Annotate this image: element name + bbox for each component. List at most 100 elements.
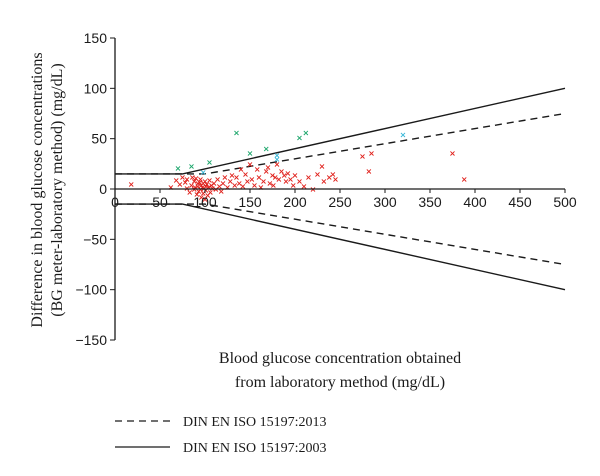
data-point: × [229,171,236,180]
data-point: × [207,188,214,197]
data-point: × [205,183,212,192]
data-point: × [224,183,231,192]
data-point: × [196,178,203,187]
data-point: × [239,182,246,191]
data-point: × [269,171,276,180]
data-point: × [238,165,245,174]
data-point: × [231,181,238,190]
data-point: × [287,175,294,184]
data-point: × [200,189,207,198]
data-point: × [198,181,205,190]
data-point: × [191,177,198,186]
data-point: × [283,177,290,186]
data-point: × [206,158,213,167]
data-point: × [272,173,279,182]
data-point: × [275,175,282,184]
data-point: × [257,183,264,192]
data-point: × [305,173,312,182]
data-point: × [206,176,213,185]
data-point: × [256,173,263,182]
data-point: × [301,182,308,191]
data-point: × [265,163,272,172]
data-point: × [248,175,255,184]
data-point: × [281,171,288,180]
data-point: × [188,162,195,171]
x-tick-label: 350 [418,194,442,210]
data-point: × [220,179,227,188]
data-point: × [192,183,199,192]
x-tick-label: 450 [508,194,532,210]
data-point: × [296,134,303,143]
data-point: × [193,174,200,183]
data-point: × [179,173,186,182]
x-tick-label: 150 [238,194,262,210]
limit-line-upper-2003 [115,87,566,175]
data-point: × [263,145,270,154]
data-point: × [329,170,336,179]
data-point: × [227,177,234,186]
data-point: × [188,181,195,190]
data-point: × [266,179,273,188]
y-tick-label: −100 [75,282,107,298]
data-point: × [449,149,456,158]
data-point: × [218,187,225,196]
axes [110,37,566,341]
data-point: × [204,191,211,200]
x-tick-label: 500 [553,194,577,210]
data-point: × [368,149,375,158]
y-axis-title-line-1: Difference in blood glucose concentratio… [29,52,46,327]
x-axis-title-line-2: from laboratory method (mg/dL) [235,374,445,391]
x-tick-label: 400 [463,194,487,210]
x-tick-label: 100 [193,194,217,210]
data-point: × [260,177,267,186]
data-point: × [263,167,270,176]
data-point: × [236,179,243,188]
y-tick-label: 50 [91,131,107,147]
data-point: × [274,151,281,160]
data-point: × [233,173,240,182]
data-point: × [186,188,193,197]
data-point: × [176,180,183,189]
data-point: × [211,179,218,188]
data-point: × [274,160,281,169]
x-axis-title-line-1: Blood glucose concentration obtained [219,350,461,367]
legend-label-2003: DIN EN ISO 15197:2003 [183,441,327,456]
data-point: × [198,193,205,202]
y-tick-label: −150 [75,332,107,348]
data-point: × [203,182,210,191]
data-point: × [200,179,207,188]
data-point: × [332,175,339,184]
data-point: × [365,167,372,176]
data-point: × [242,170,249,179]
data-point: × [274,155,281,164]
data-point: × [216,182,223,191]
data-point: × [182,178,189,187]
legend: DIN EN ISO 15197:2013 DIN EN ISO 15197:2… [115,415,327,456]
data-point: × [194,182,201,191]
data-point: × [214,175,221,184]
data-point: × [194,190,201,199]
y-tick-label: 100 [84,80,108,96]
data-point: × [173,176,180,185]
legend-label-2013: DIN EN ISO 15197:2013 [183,415,327,430]
limit-line-lower-2003 [115,203,566,291]
data-point: × [199,183,206,192]
data-point: × [314,170,321,179]
data-point: × [400,131,407,140]
data-point: × [203,186,210,195]
data-point: × [167,183,174,192]
data-point: × [278,167,285,176]
data-point: × [233,129,240,138]
data-point: × [359,152,366,161]
data-point: × [197,175,204,184]
x-tick-label: 300 [373,194,397,210]
data-point: × [247,149,254,158]
data-point: × [184,175,191,184]
x-tick-label: 50 [152,194,168,210]
data-point: × [326,173,333,182]
data-point: × [254,165,261,174]
data-point: × [290,181,297,190]
data-point: × [284,169,291,178]
data-point: × [270,181,277,190]
